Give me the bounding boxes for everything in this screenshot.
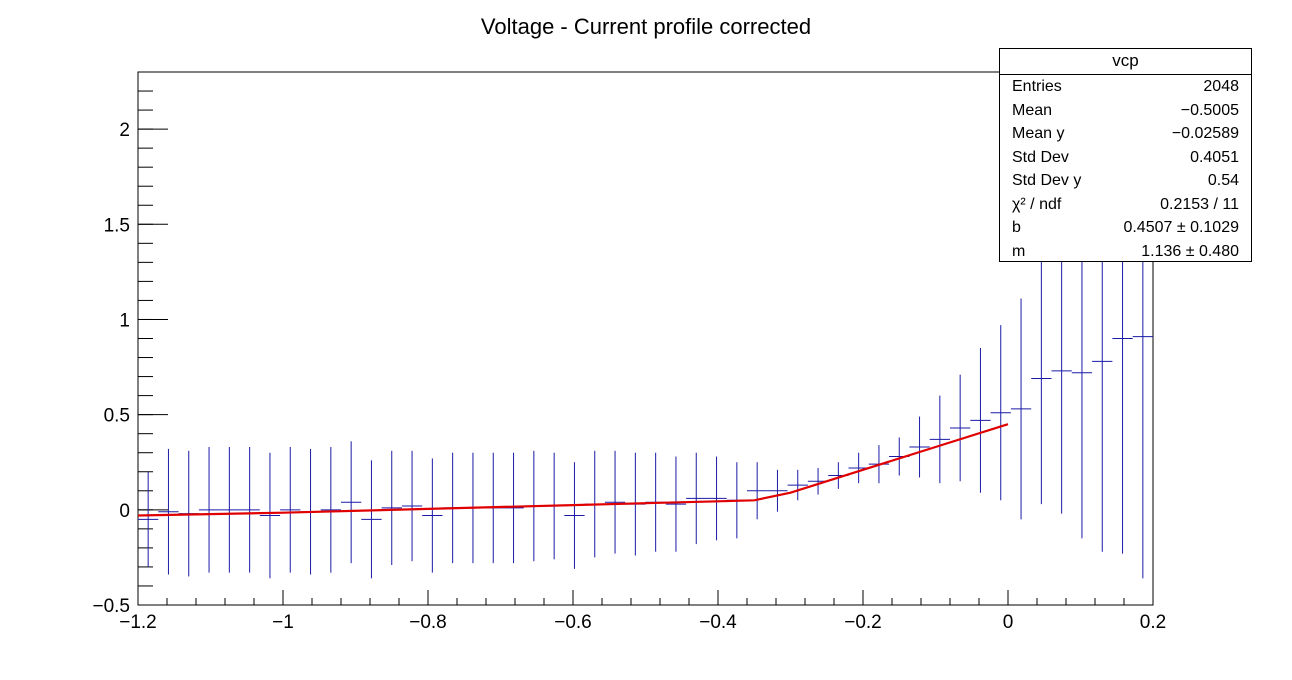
stats-value: 0.4507 ± 0.1029 — [1123, 219, 1239, 236]
stats-label: χ² / ndf — [1012, 195, 1062, 213]
stats-value: 1.136 ± 0.480 — [1141, 242, 1239, 260]
stats-value: 0.4051 — [1190, 148, 1239, 166]
y-tick-label: 0 — [119, 501, 130, 522]
stats-label: Std Dev — [1012, 148, 1069, 166]
chart-title: Voltage - Current profile corrected — [480, 14, 812, 39]
y-tick-label: −0.5 — [92, 596, 130, 617]
x-tick-label: 0.2 — [1140, 612, 1166, 633]
stats-row: Mean −0.5005 — [1000, 99, 1251, 123]
stats-box-title: vcp — [1000, 49, 1251, 75]
stats-value: 0.54 — [1207, 172, 1239, 189]
x-tick-label: 0 — [1003, 612, 1014, 633]
y-tick-label: 1 — [119, 310, 130, 331]
fit-line — [137, 423, 1009, 517]
stats-label: m — [1012, 242, 1026, 260]
x-tick-label: −0.6 — [554, 612, 592, 633]
y-tick-label: 1.5 — [104, 215, 130, 236]
stats-label: b — [1012, 219, 1021, 236]
y-tick-label: 2 — [119, 120, 130, 141]
stats-row: m 1.136 ± 0.480 — [1000, 240, 1251, 264]
stats-value: 0.2153 / 11 — [1160, 195, 1239, 213]
stats-label: Std Dev y — [1012, 172, 1082, 189]
stats-row: Mean y −0.02589 — [1000, 122, 1251, 146]
y-tick-label: 0.5 — [104, 406, 130, 427]
stats-label: Entries — [1012, 78, 1062, 95]
stats-value: −0.5005 — [1180, 101, 1239, 119]
x-tick-label: −1 — [272, 612, 294, 633]
stats-row: Entries 2048 — [1000, 75, 1251, 99]
stats-row: b 0.4507 ± 0.1029 — [1000, 216, 1251, 240]
x-tick-label: −0.4 — [699, 612, 737, 633]
x-tick-label: −0.8 — [409, 612, 447, 633]
stats-row: Std Dev y 0.54 — [1000, 169, 1251, 193]
stats-value: −0.02589 — [1171, 125, 1239, 142]
stats-rows: Entries 2048 Mean −0.5005 Mean y −0.02589 Std … — [1000, 75, 1251, 263]
stats-label: Mean — [1012, 101, 1053, 119]
stats-label: Mean y — [1012, 125, 1065, 142]
stats-box: vcp Entries 2048 Mean −0.5005 Mean y −0.02589… — [999, 48, 1252, 262]
stats-row: χ² / ndf 0.2153 / 11 — [1000, 193, 1251, 217]
stats-value: 2048 — [1203, 78, 1239, 95]
x-tick-label: −1.2 — [119, 612, 157, 633]
stats-row: Std Dev 0.4051 — [1000, 146, 1251, 170]
x-tick-label: −0.2 — [844, 612, 882, 633]
